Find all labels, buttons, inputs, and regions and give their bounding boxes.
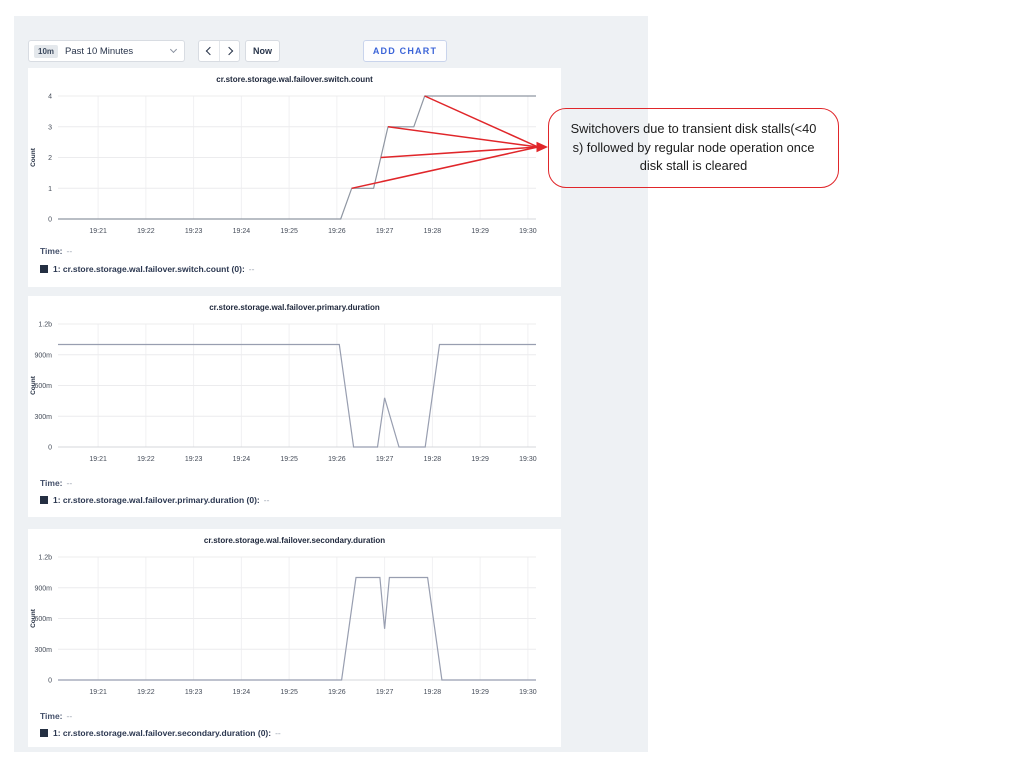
legend-item[interactable]: 1: cr.store.storage.wal.failover.seconda… xyxy=(40,728,281,738)
svg-text:19:24: 19:24 xyxy=(233,456,251,463)
series-swatch xyxy=(40,729,48,737)
chart-title: cr.store.storage.wal.failover.primary.du… xyxy=(209,303,380,312)
svg-text:19:28: 19:28 xyxy=(424,456,442,463)
legend-label: 1: cr.store.storage.wal.failover.seconda… xyxy=(53,728,272,738)
svg-text:19:27: 19:27 xyxy=(376,689,394,696)
svg-text:19:23: 19:23 xyxy=(185,456,203,463)
time-range-dropdown[interactable]: 10m Past 10 Minutes xyxy=(28,40,185,62)
chart-plot-switch-count[interactable]: 19:21 19:22 19:23 19:24 19:25 19:26 19:27 19:28… xyxy=(28,86,561,238)
chart-title: cr.store.storage.wal.failover.switch.cou… xyxy=(216,75,373,84)
svg-text:19:21: 19:21 xyxy=(89,228,107,235)
svg-text:1.2b: 1.2b xyxy=(38,555,52,562)
svg-text:19:24: 19:24 xyxy=(233,228,251,235)
series-swatch xyxy=(40,265,48,273)
svg-text:19:26: 19:26 xyxy=(328,689,346,696)
prev-time-button[interactable] xyxy=(199,41,219,61)
svg-text:600m: 600m xyxy=(34,383,52,390)
legend-label: 1: cr.store.storage.wal.failover.primary… xyxy=(53,495,260,505)
svg-text:19:30: 19:30 xyxy=(519,228,537,235)
svg-text:Count: Count xyxy=(30,375,37,395)
svg-text:19:30: 19:30 xyxy=(519,456,537,463)
svg-text:3: 3 xyxy=(48,124,52,131)
legend-value: -- xyxy=(275,728,281,738)
annotation-callout: Switchovers due to transient disk stalls… xyxy=(548,108,839,188)
svg-text:1.2b: 1.2b xyxy=(38,322,52,329)
svg-text:600m: 600m xyxy=(34,616,52,623)
chevron-right-icon xyxy=(224,46,233,56)
legend-label: 1: cr.store.storage.wal.failover.switch.… xyxy=(53,264,245,274)
svg-text:19:27: 19:27 xyxy=(376,456,394,463)
svg-text:19:28: 19:28 xyxy=(424,689,442,696)
svg-text:4: 4 xyxy=(48,94,52,101)
next-time-button[interactable] xyxy=(219,41,239,61)
time-readout: Time: -- xyxy=(40,478,73,488)
chart-card-secondary-duration: cr.store.storage.wal.failover.secondary.… xyxy=(28,529,561,747)
svg-text:0: 0 xyxy=(48,217,52,224)
svg-text:19:27: 19:27 xyxy=(376,228,394,235)
svg-text:Count: Count xyxy=(30,608,37,628)
legend-value: -- xyxy=(263,495,270,505)
svg-text:19:30: 19:30 xyxy=(519,689,537,696)
svg-text:0: 0 xyxy=(48,445,52,452)
svg-text:19:21: 19:21 xyxy=(89,689,107,696)
svg-text:19:25: 19:25 xyxy=(280,228,298,235)
svg-text:19:26: 19:26 xyxy=(328,456,346,463)
time-readout: Time: -- xyxy=(40,711,73,721)
svg-text:19:25: 19:25 xyxy=(280,689,298,696)
svg-text:0: 0 xyxy=(48,678,52,685)
svg-text:1: 1 xyxy=(48,186,52,193)
svg-text:900m: 900m xyxy=(34,352,52,359)
add-chart-button[interactable]: ADD CHART xyxy=(363,40,447,62)
svg-text:19:21: 19:21 xyxy=(89,456,107,463)
chart-card-switch-count: cr.store.storage.wal.failover.switch.cou… xyxy=(28,68,561,287)
time-range-label: Past 10 Minutes xyxy=(65,45,134,57)
svg-text:19:22: 19:22 xyxy=(137,689,155,696)
svg-text:19:24: 19:24 xyxy=(233,689,251,696)
chart-title: cr.store.storage.wal.failover.secondary.… xyxy=(203,536,386,545)
svg-text:19:23: 19:23 xyxy=(185,228,203,235)
legend-item[interactable]: 1: cr.store.storage.wal.failover.switch.… xyxy=(40,264,254,274)
svg-text:2: 2 xyxy=(48,155,52,162)
svg-text:900m: 900m xyxy=(34,585,52,592)
svg-text:19:22: 19:22 xyxy=(137,456,155,463)
legend-item[interactable]: 1: cr.store.storage.wal.failover.primary… xyxy=(40,495,269,505)
svg-text:19:29: 19:29 xyxy=(471,228,489,235)
time-readout: Time: -- xyxy=(40,246,73,256)
chart-card-primary-duration: cr.store.storage.wal.failover.primary.du… xyxy=(28,296,561,517)
svg-text:19:25: 19:25 xyxy=(280,456,298,463)
svg-text:19:23: 19:23 xyxy=(185,689,203,696)
svg-text:300m: 300m xyxy=(34,414,52,421)
annotation-text: Switchovers due to transient disk stalls… xyxy=(570,121,817,174)
chart-plot-secondary-duration[interactable]: 19:21 19:22 19:23 19:24 19:25 19:26 19:27 19:28… xyxy=(28,547,561,699)
svg-text:19:29: 19:29 xyxy=(471,689,489,696)
series-swatch xyxy=(40,496,48,504)
time-nav-group xyxy=(198,40,240,62)
svg-text:19:29: 19:29 xyxy=(471,456,489,463)
svg-text:19:26: 19:26 xyxy=(328,228,346,235)
svg-text:19:28: 19:28 xyxy=(424,228,442,235)
time-range-badge: 10m xyxy=(34,44,59,58)
chevron-down-icon xyxy=(169,45,178,54)
legend-value: -- xyxy=(248,264,255,274)
svg-text:300m: 300m xyxy=(34,647,52,654)
now-button[interactable]: Now xyxy=(245,40,280,62)
svg-text:19:22: 19:22 xyxy=(137,228,155,235)
chevron-left-icon xyxy=(205,46,215,56)
chart-plot-primary-duration[interactable]: 19:21 19:22 19:23 19:24 19:25 19:26 19:27 19:28… xyxy=(28,314,561,466)
svg-text:Count: Count xyxy=(30,147,37,167)
